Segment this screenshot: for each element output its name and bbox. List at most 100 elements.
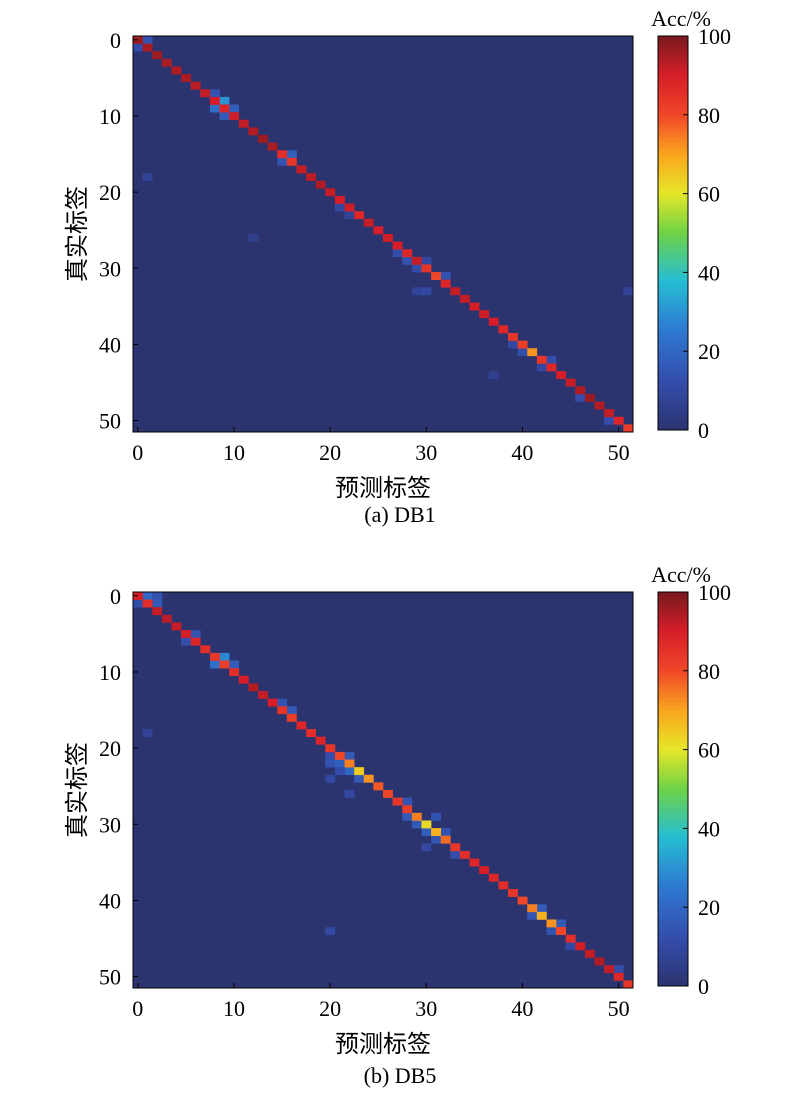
- colorbar-segment: [658, 146, 688, 151]
- colorbar-segment: [658, 272, 688, 277]
- x-tick-label: 50: [608, 996, 630, 1021]
- colorbar-segment: [658, 855, 688, 861]
- heatmap-cell-offdiag: [325, 751, 336, 760]
- colorbar-segment: [658, 840, 688, 845]
- heatmap-cell-offdiag: [229, 660, 240, 669]
- colorbar-segment: [658, 978, 688, 983]
- colorbar-segment: [658, 260, 688, 265]
- colorbar-segment: [658, 828, 688, 833]
- colorbar-segment: [658, 852, 688, 857]
- heatmap-cell-offdiag: [411, 287, 422, 296]
- colorbar-segment: [658, 106, 688, 112]
- colorbar-segment: [658, 95, 688, 100]
- colorbar-segment: [658, 39, 688, 45]
- x-tick-label: 40: [511, 996, 533, 1021]
- colorbar-segment: [658, 217, 688, 222]
- colorbar-segment: [658, 154, 688, 159]
- heatmap-cell-diagonal: [459, 850, 470, 859]
- colorbar-segment: [658, 599, 688, 605]
- heatmap-cell-offdiag: [142, 729, 153, 737]
- heatmap-cell-diagonal: [258, 135, 268, 143]
- colorbar-segment: [658, 390, 688, 395]
- colorbar-segment: [658, 158, 688, 163]
- heatmap-cell-diagonal: [392, 241, 403, 250]
- heatmap-cell-diagonal: [565, 934, 576, 943]
- colorbar-segment: [658, 627, 688, 632]
- colorbar-segment: [658, 209, 688, 214]
- colorbar-segment: [658, 169, 688, 175]
- colorbar-segment: [658, 79, 688, 84]
- colorbar-segment: [658, 611, 688, 617]
- colorbar-segment: [658, 197, 688, 202]
- colorbar-segment: [658, 299, 688, 305]
- heatmap-cell-offdiag: [219, 96, 230, 105]
- heatmap-cell-diagonal: [200, 645, 211, 654]
- colorbar-segment: [658, 181, 688, 187]
- heatmap-cell-offdiag: [508, 340, 518, 349]
- colorbar-tick-label: 20: [698, 895, 720, 920]
- heatmap-cell-offdiag: [546, 355, 557, 364]
- colorbar-segment: [658, 875, 688, 881]
- heatmap-cell-diagonal: [152, 51, 163, 60]
- heatmap-cell-diagonal: [267, 142, 278, 151]
- heatmap-cell-diagonal: [498, 325, 509, 334]
- heatmap-cell-diagonal: [594, 401, 605, 410]
- heatmap-cell-diagonal: [479, 310, 490, 319]
- heatmap-cell-diagonal: [373, 782, 384, 791]
- heatmap-cell-diagonal: [267, 698, 278, 707]
- heatmap-cell-offdiag: [421, 256, 432, 265]
- heatmap-cell-diagonal: [623, 424, 634, 433]
- colorbar-segment: [658, 615, 688, 620]
- colorbar-segment: [658, 315, 688, 321]
- colorbar-segment: [658, 907, 688, 912]
- colorbar-segment: [658, 244, 688, 250]
- colorbar-segment: [658, 655, 688, 660]
- colorbar-segment: [658, 824, 688, 829]
- colorbar-segment: [658, 883, 688, 888]
- colorbar-segment: [658, 958, 688, 963]
- heatmap-cell-diagonal: [315, 736, 326, 745]
- heatmap-cell-offdiag: [152, 592, 163, 600]
- colorbar-segment: [658, 347, 688, 352]
- colorbar-segment: [658, 741, 688, 747]
- colorbar-segment: [658, 126, 688, 131]
- heatmap-cell-offdiag: [546, 927, 557, 935]
- heatmap-cell-offdiag: [334, 203, 345, 212]
- colorbar-segment: [658, 252, 688, 258]
- colorbar-segment: [658, 75, 688, 80]
- colorbar-segment: [658, 765, 688, 770]
- colorbar-segment: [658, 398, 688, 403]
- colorbar-segment: [658, 327, 688, 332]
- heatmap-cell-offdiag: [133, 43, 143, 52]
- colorbar-segment: [658, 323, 688, 328]
- heatmap-cell-offdiag: [334, 759, 345, 768]
- colorbar-segment: [658, 359, 688, 364]
- y-tick-label: 20: [99, 736, 121, 761]
- colorbar-segment: [658, 142, 688, 147]
- colorbar-segment: [658, 639, 688, 644]
- heatmap-cell-offdiag: [344, 211, 355, 220]
- colorbar-segment: [658, 635, 688, 640]
- colorbar-segment: [658, 915, 688, 920]
- heatmap-cell-offdiag: [325, 774, 336, 783]
- colorbar-segment: [658, 382, 688, 388]
- colorbar-segment: [658, 753, 688, 758]
- y-tick-label: 0: [110, 584, 121, 609]
- x-tick-label: 40: [511, 440, 533, 465]
- colorbar-segment: [658, 930, 688, 936]
- colorbar-tick-label: 100: [698, 580, 731, 605]
- heatmap-cell-diagonal: [556, 371, 566, 379]
- colorbar-segment: [658, 804, 688, 810]
- colorbar-segment: [658, 722, 688, 727]
- colorbar-tick-label: 40: [698, 816, 720, 841]
- heatmap-cell-diagonal: [565, 378, 576, 387]
- colorbar-segment: [658, 670, 688, 676]
- colorbar-segment: [658, 729, 688, 735]
- colorbar-segment: [658, 745, 688, 750]
- y-tick-label: 30: [99, 256, 121, 281]
- colorbar-segment: [658, 55, 688, 61]
- heatmap-cell-offdiag: [575, 393, 586, 402]
- colorbar-segment: [658, 718, 688, 723]
- colorbar-segment: [658, 816, 688, 821]
- heatmap-cell-diagonal: [181, 74, 191, 82]
